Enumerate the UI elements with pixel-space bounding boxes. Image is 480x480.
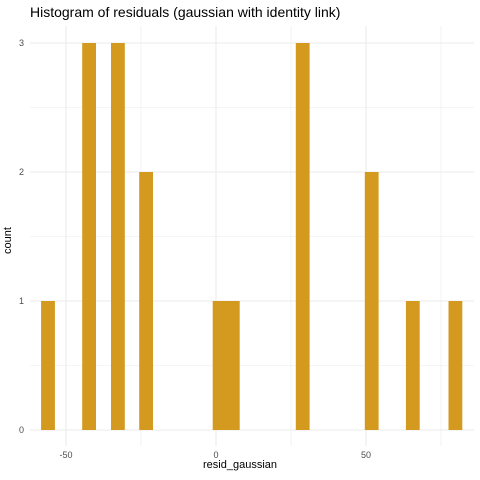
y-tick-label: 2 [19,167,24,177]
histogram-bar-1 [82,43,96,430]
histogram-bars [41,43,463,430]
histogram-bar-8 [405,301,420,430]
x-tick-label: 50 [361,450,371,460]
x-tick-label: 0 [213,450,218,460]
y-tick-label: 3 [19,38,24,48]
histogram-bar-2 [111,43,125,430]
y-tick-label: 0 [19,425,24,435]
x-tick-label: -50 [59,450,72,460]
histogram-bar-3 [139,172,153,430]
histogram-bar-7 [364,172,379,430]
x-axis-label: resid_gaussian [203,459,277,471]
histogram-bar-6 [295,43,310,430]
chart-title: Histogram of residuals (gaussian with id… [30,4,341,20]
y-tick-label: 1 [19,296,24,306]
y-axis-label: count [2,227,14,254]
histogram-bar-5 [225,301,240,430]
histogram-bar-0 [41,301,55,430]
tick-labels: -50 0 50 0 1 2 3 [19,38,371,460]
histogram-bar-4 [212,301,227,430]
histogram-bar-9 [448,301,463,430]
